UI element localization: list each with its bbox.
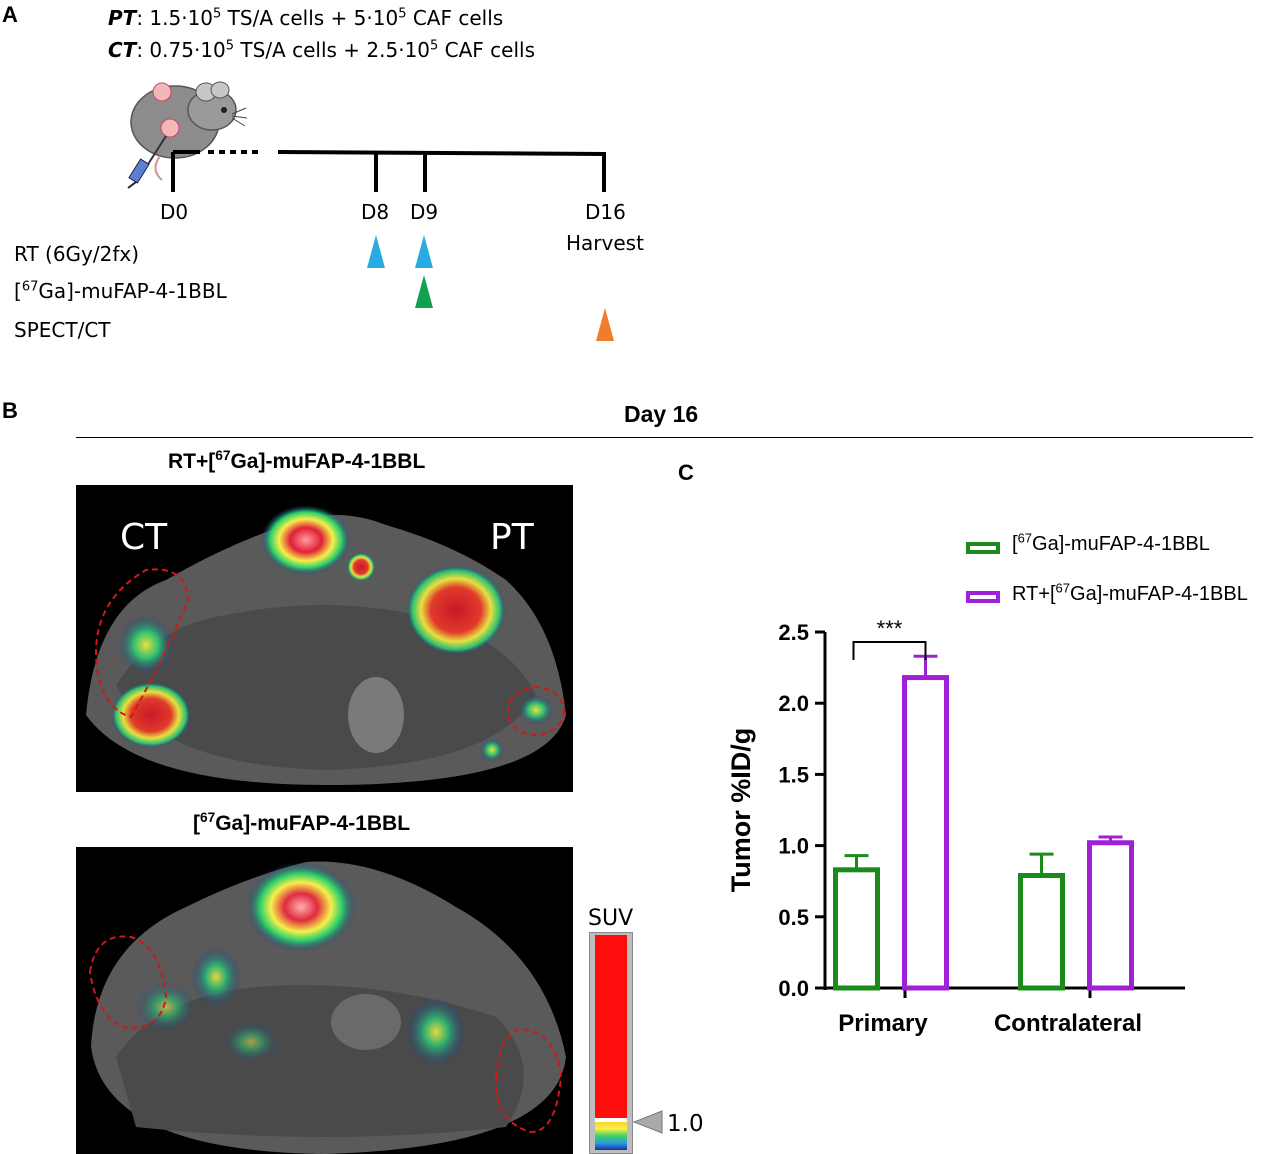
y-axis-label: Tumor %ID/g (726, 728, 756, 893)
ct-condition-line: CT: 0.75·105 TS/A cells + 2.5·105 CAF ce… (108, 38, 535, 62)
x-tick-label: Contralateral (994, 1010, 1142, 1037)
bar-chart: 0.0 0.5 1.0 1.5 2.0 2.5 Tumor %ID/g Primary Cont… (726, 616, 1185, 1037)
x-tick-label: Primary (838, 1010, 928, 1037)
pt-text-1: : 1.5·10 (136, 6, 214, 30)
tracer-marker-d9 (415, 275, 433, 308)
spect-marker-d16 (596, 308, 614, 341)
day-label-d8: D8 (361, 200, 390, 224)
significance-bracket (852, 641, 927, 660)
day-label-d16: D16 (585, 200, 626, 224)
day-label-d9: D9 (410, 200, 439, 224)
legend-swatch-rt (966, 591, 1000, 603)
bar-1-1 (1087, 840, 1134, 991)
day-divider (76, 437, 1253, 438)
spect-image-control (76, 847, 573, 1154)
panel-a-label: A (2, 2, 18, 27)
bar-1-0 (902, 675, 949, 991)
y-tick-label: 0.0 (778, 976, 809, 1001)
bar-0-1 (1018, 873, 1065, 991)
colorbar (589, 932, 633, 1154)
spect-image-rt: CT PT (76, 485, 573, 792)
y-tick-label: 0.5 (778, 905, 809, 930)
pt-exp-2: 5 (398, 6, 407, 22)
y-tick-label: 1.0 (778, 834, 809, 859)
ct-exp-2: 5 (430, 38, 439, 54)
ct-text-1: : 0.75·10 (136, 38, 226, 62)
timeline (171, 150, 607, 192)
panel-c-label: C (678, 460, 694, 485)
legend-label-rt: RT+[67Ga]-muFAP-4-1BBL (1012, 580, 1248, 605)
row-label-rt: RT (6Gy/2fx) (14, 242, 140, 266)
y-tick-label: 2.5 (778, 620, 809, 645)
pt-text-3: CAF cells (406, 6, 504, 30)
day-label-d0: D0 (160, 200, 189, 224)
ct-text-2: TS/A cells + 2.5·10 (234, 38, 431, 62)
pt-text-2: TS/A cells + 5·10 (221, 6, 399, 30)
ct-text-3: CAF cells (438, 38, 535, 62)
top-image-title: RT+[67Ga]-muFAP-4-1BBL (168, 448, 426, 473)
ct-key: CT (108, 38, 137, 62)
pt-key: PT (108, 6, 137, 30)
day-title: Day 16 (624, 401, 699, 427)
mouse-illustration (127, 81, 248, 189)
pt-condition-line: PT: 1.5·105 TS/A cells + 5·105 CAF cells (108, 6, 503, 30)
row-label-spect: SPECT/CT (14, 318, 111, 342)
pt-label: PT (490, 517, 534, 558)
pt-exp-1: 5 (213, 6, 222, 22)
harvest-label: Harvest (566, 231, 644, 255)
significance-label: *** (877, 616, 903, 641)
colorbar-title: SUV (588, 906, 634, 931)
y-tick-label: 1.5 (778, 762, 809, 787)
rt-marker-d8 (367, 235, 385, 268)
ct-exp-1: 5 (225, 38, 235, 54)
rt-marker-d9 (415, 235, 433, 268)
panel-b-label: B (2, 398, 18, 423)
row-label-tracer: [67Ga]-muFAP-4-1BBL (14, 279, 227, 303)
bar-0-0 (833, 867, 880, 991)
colorbar-threshold-arrow (632, 1110, 663, 1134)
legend-label-tracer: [67Ga]-muFAP-4-1BBL (1012, 530, 1210, 555)
colorbar-value: 1.0 (667, 1111, 704, 1137)
ct-label: CT (120, 517, 168, 558)
y-tick-label: 2.0 (778, 691, 809, 716)
timeline-markers (367, 235, 614, 341)
legend-swatch-tracer (966, 542, 1000, 554)
bottom-image-title: [67Ga]-muFAP-4-1BBL (193, 810, 411, 835)
